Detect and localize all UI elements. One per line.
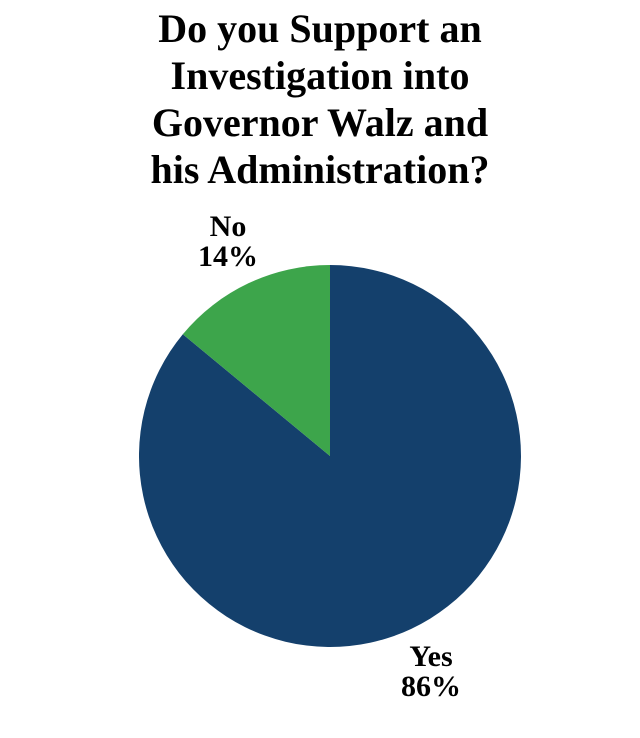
slice-label-no-category: No (209, 210, 247, 243)
chart-title: Do you Support an Investigation into Gov… (0, 5, 640, 193)
chart-title-line-2: Investigation into (170, 53, 470, 98)
pie-slice-yes (139, 265, 521, 647)
slice-label-yes-category: Yes (409, 640, 453, 673)
chart-title-line-3: Governor Walz and (151, 100, 489, 145)
slice-label-no-percent: 14% (198, 240, 258, 273)
slice-label-no: No 14% (163, 212, 293, 272)
chart-title-line-1: Do you Support an (158, 6, 482, 51)
slice-label-yes-percent: 86% (401, 670, 461, 703)
slice-label-yes: Yes 86% (366, 642, 496, 702)
pie-chart (139, 265, 521, 647)
pie-slice-no (182, 265, 330, 456)
chart-title-line-4: his Administration? (150, 147, 490, 192)
